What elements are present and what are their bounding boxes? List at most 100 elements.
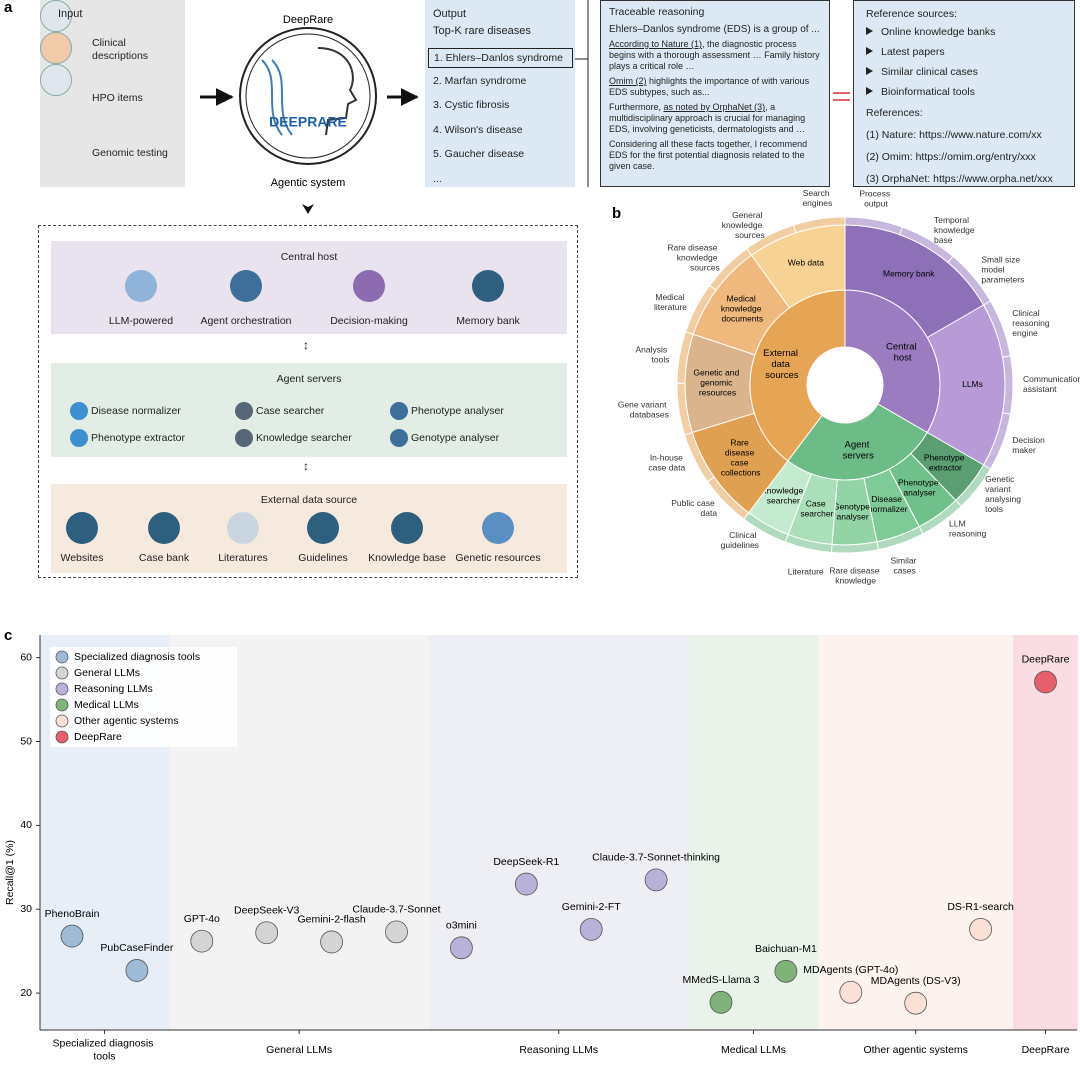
outer-label: Clinical reasoning engine xyxy=(1012,308,1052,338)
outer-label: Process output xyxy=(859,189,892,209)
reference-item: (2) Omim: https://omim.org/entry/xxx xyxy=(866,151,1036,163)
input-icon xyxy=(40,0,72,32)
reference-item: (1) Nature: https://www.nature.com/xx xyxy=(866,129,1042,141)
outer-label: Decision maker xyxy=(1012,435,1047,455)
middle-label: Phenotype analyser xyxy=(898,478,941,498)
icon xyxy=(391,512,423,544)
icon xyxy=(148,512,180,544)
legend-label: DeepRare xyxy=(74,731,122,743)
reasoning-box: Traceable reasoning Ehlers–Danlos syndro… xyxy=(600,0,830,187)
agent-servers-band: Agent servers Disease normalizer Case sea… xyxy=(51,363,567,457)
y-tick-label: 30 xyxy=(20,903,32,915)
system-circle xyxy=(239,27,377,165)
output-item: ... xyxy=(433,172,442,185)
references-title: Reference sources: xyxy=(866,8,958,20)
point xyxy=(449,936,473,960)
middle-label: Phenotype extractor xyxy=(924,453,967,473)
point xyxy=(514,872,538,896)
group-band xyxy=(688,635,819,1030)
panel-label: a xyxy=(4,0,13,16)
group-band xyxy=(428,635,689,1030)
reasoning-text: According to Nature (1) xyxy=(609,39,703,49)
point-label: MDAgents (GPT-4o) xyxy=(803,964,898,976)
legend-label: General LLMs xyxy=(74,667,140,679)
central-item: LLM-powered xyxy=(108,315,174,327)
outer-label: Small size model parameters xyxy=(981,255,1024,285)
icon xyxy=(230,270,262,302)
point-label: DeepSeek-R1 xyxy=(493,856,559,868)
icon xyxy=(66,512,98,544)
reasoning-text: , the diagnostic process begins with a t… xyxy=(609,39,820,71)
bidirectional-arrow: ↕ xyxy=(303,459,309,473)
icon xyxy=(125,270,157,302)
central-host-band: Central host LLM-powered Agent orchestrat… xyxy=(51,241,567,334)
legend-label: Reasoning LLMs xyxy=(74,683,153,695)
legend-marker xyxy=(55,730,69,744)
legend-marker xyxy=(55,698,69,712)
inner-label: External data sources xyxy=(763,347,801,380)
output-item: 1. Ehlers–Danlos syndrome xyxy=(428,48,573,68)
x-tick-label: Other agentic systems xyxy=(863,1044,967,1056)
legend-box xyxy=(50,647,237,747)
legend-marker xyxy=(55,650,69,664)
point-label: DS-R1-search xyxy=(947,901,1014,913)
sunburst-outer xyxy=(792,216,846,234)
x-tick-label: Reasoning LLMs xyxy=(519,1044,598,1056)
reasoning-text: as noted by OrphaNet (3) xyxy=(663,102,766,112)
external-item: Case bank xyxy=(138,552,190,564)
outer-label: Search engines xyxy=(802,188,832,208)
point-label: Baichuan-M1 xyxy=(755,943,817,955)
reasoning-text: Ehlers–Danlos syndrome (EDS) is a group … xyxy=(609,24,820,35)
point-label: DeepSeek-V3 xyxy=(234,904,300,916)
outer-label: Literature xyxy=(788,567,824,577)
reasoning-title: Traceable reasoning xyxy=(609,6,705,18)
reasoning-paragraph: Omim (2) highlights the importance of wi… xyxy=(609,76,821,98)
server-item: Knowledge searcher xyxy=(256,432,352,444)
input-icon xyxy=(40,32,72,64)
middle-label: Memory bank xyxy=(883,269,935,279)
middle-label: Genotype analyser xyxy=(833,502,872,522)
point xyxy=(969,917,992,941)
system-title: DeepRare xyxy=(283,14,333,26)
input-item: Clinical descriptions xyxy=(92,37,149,62)
middle-label: Knowledge searcher xyxy=(761,486,805,506)
outer-label: General knowledge sources xyxy=(722,210,765,240)
middle-label: Disease normalizer xyxy=(868,494,908,514)
central-item: Agent orchestration xyxy=(200,315,292,327)
middle-label: Rare disease case collections xyxy=(721,438,761,478)
outer-label: Public case data xyxy=(671,498,717,518)
external-item: Knowledge base xyxy=(368,552,446,564)
x-tick-label: General LLMs xyxy=(266,1044,332,1056)
point xyxy=(255,921,279,945)
point-label: Claude-3.7-Sonnet-thinking xyxy=(592,852,720,864)
point-label: GPT-4o xyxy=(184,913,220,925)
icon xyxy=(235,429,253,447)
outer-label: Communication assistant xyxy=(1023,374,1080,394)
y-tick-label: 50 xyxy=(20,735,32,747)
reference-source: Similar clinical cases xyxy=(866,66,978,78)
icon xyxy=(390,402,408,420)
server-item: Phenotype extractor xyxy=(91,432,185,444)
x-tick-label: Specialized diagnosis tools xyxy=(52,1037,156,1062)
output-item: 3. Cystic fibrosis xyxy=(433,99,510,111)
external-item: Websites xyxy=(60,552,104,564)
point-label: o3mini xyxy=(446,920,477,932)
external-item: Literatures xyxy=(218,552,268,564)
reference-source: Latest papers xyxy=(866,46,945,58)
inner-label: Central host xyxy=(886,341,919,363)
icon xyxy=(390,429,408,447)
point xyxy=(839,980,863,1004)
input-item: Genomic testing xyxy=(92,147,168,159)
point-label: MDAgents (DS-V3) xyxy=(871,975,961,987)
point xyxy=(60,924,84,948)
y-axis-label: Recall@1 (%) xyxy=(4,840,16,905)
input-title: Input xyxy=(58,8,83,20)
x-tick-label: Medical LLMs xyxy=(721,1044,786,1056)
point xyxy=(579,917,603,941)
reference-item: (3) OrphaNet: https://www.orpha.net/xxx xyxy=(866,173,1053,185)
external-item: Genetic resources xyxy=(455,552,541,564)
band-title: Central host xyxy=(280,251,338,263)
reasoning-paragraph: Ehlers–Danlos syndrome (EDS) is a group … xyxy=(609,24,821,35)
outer-label: Rare disease knowledge xyxy=(829,566,881,586)
reference-source: Online knowledge banks xyxy=(866,26,995,38)
